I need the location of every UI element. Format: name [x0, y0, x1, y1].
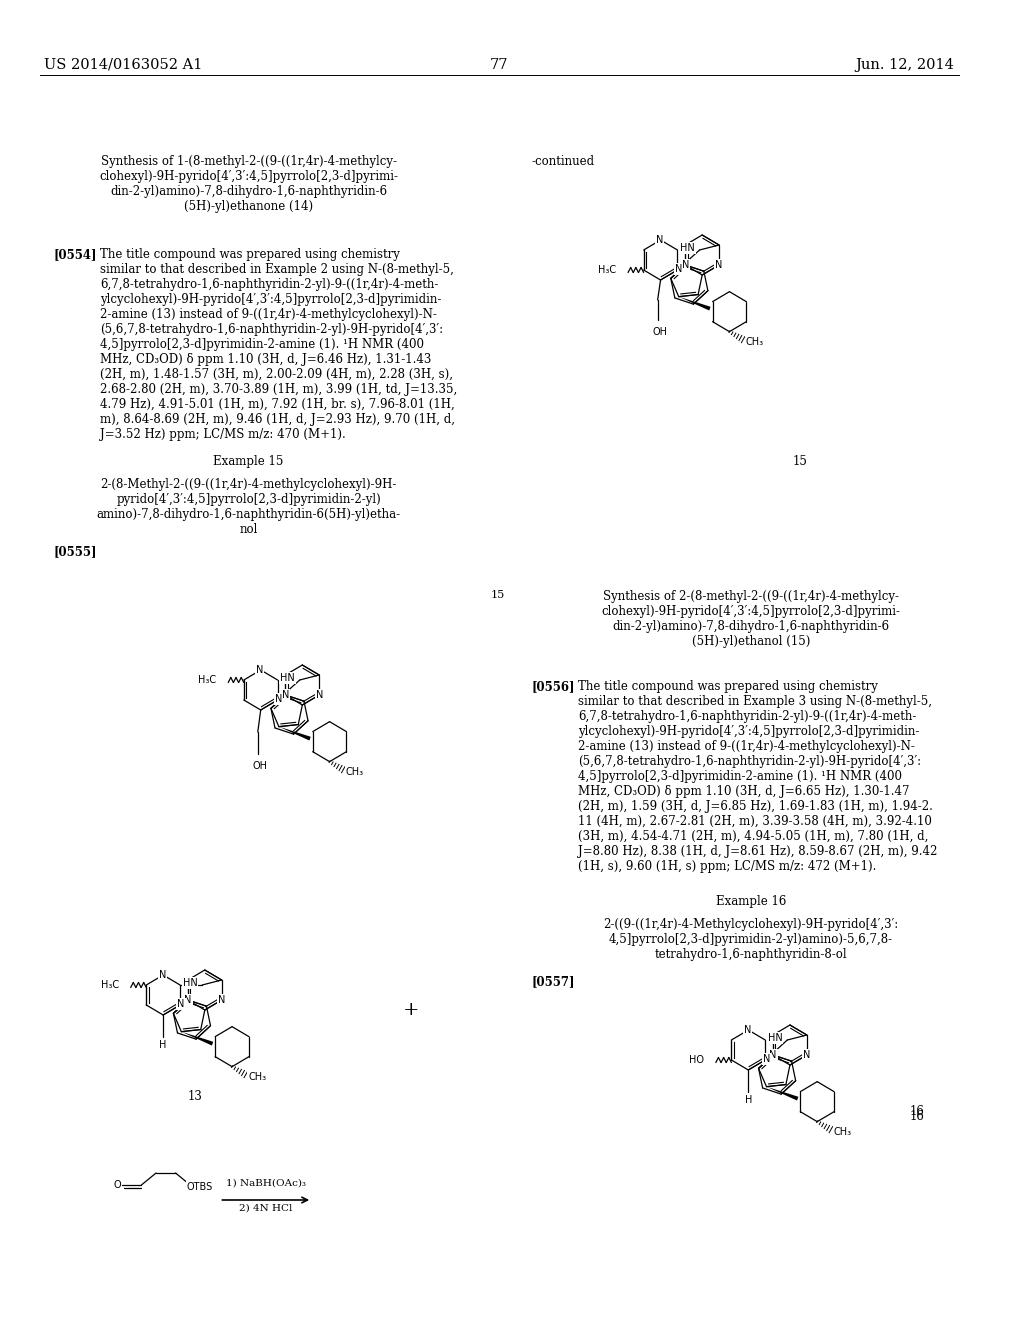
Text: 2) 4N HCl: 2) 4N HCl	[239, 1204, 293, 1213]
Text: Example 16: Example 16	[716, 895, 786, 908]
Polygon shape	[679, 297, 711, 310]
Text: HN: HN	[768, 1034, 782, 1043]
Text: OTBS: OTBS	[186, 1181, 213, 1192]
Text: N: N	[218, 995, 225, 1005]
Text: US 2014/0163052 A1: US 2014/0163052 A1	[44, 58, 203, 73]
Text: 15: 15	[793, 455, 807, 469]
Text: N: N	[282, 690, 289, 700]
Text: +: +	[403, 1001, 420, 1019]
Text: Synthesis of 1-(8-methyl-2-((9-((1r,4r)-4-methylcy-
clohexyl)-9H-pyrido[4′,3′:4,: Synthesis of 1-(8-methyl-2-((9-((1r,4r)-…	[99, 154, 398, 213]
Text: N: N	[256, 665, 263, 675]
Text: N: N	[716, 260, 723, 271]
Text: N: N	[315, 690, 323, 700]
Text: 16: 16	[909, 1110, 925, 1123]
Text: 13: 13	[187, 1090, 203, 1104]
Text: N: N	[763, 1053, 770, 1064]
Text: N: N	[769, 1049, 777, 1060]
Text: HN: HN	[182, 978, 198, 987]
Text: HN: HN	[680, 243, 694, 253]
Text: 1) NaBH(OAc)₃: 1) NaBH(OAc)₃	[225, 1179, 306, 1188]
Text: N: N	[682, 260, 689, 271]
Text: N: N	[282, 690, 289, 700]
Text: N: N	[184, 995, 191, 1005]
Text: Synthesis of 2-(8-methyl-2-((9-((1r,4r)-4-methylcy-
clohexyl)-9H-pyrido[4′,3′:4,: Synthesis of 2-(8-methyl-2-((9-((1r,4r)-…	[601, 590, 900, 648]
Text: [0554]: [0554]	[53, 248, 97, 261]
Text: 2-((9-((1r,4r)-4-Methylcyclohexyl)-9H-pyrido[4′,3′:
4,5]pyrrolo[2,3-d]pyrimidin-: 2-((9-((1r,4r)-4-Methylcyclohexyl)-9H-py…	[603, 917, 899, 961]
Text: N: N	[803, 1049, 811, 1060]
Text: [0557]: [0557]	[531, 975, 575, 987]
Text: CH₃: CH₃	[249, 1072, 266, 1081]
Text: 77: 77	[490, 58, 509, 73]
Text: N: N	[743, 1026, 751, 1035]
Text: H₃C: H₃C	[598, 265, 616, 275]
Text: [0555]: [0555]	[53, 545, 97, 558]
Text: [0556]: [0556]	[531, 680, 575, 693]
Text: H₃C: H₃C	[199, 675, 216, 685]
Text: N: N	[682, 260, 689, 271]
Text: H₃C: H₃C	[100, 979, 119, 990]
Text: Example 15: Example 15	[213, 455, 284, 469]
Text: OH: OH	[652, 327, 667, 337]
Text: N: N	[177, 999, 184, 1008]
Text: CH₃: CH₃	[346, 767, 364, 776]
Text: OH: OH	[252, 762, 267, 771]
Text: N: N	[184, 995, 191, 1005]
Text: H: H	[160, 1040, 167, 1049]
Text: HN: HN	[281, 673, 295, 682]
Text: 16: 16	[909, 1105, 925, 1118]
Text: -continued: -continued	[531, 154, 595, 168]
Text: O: O	[114, 1180, 121, 1191]
Text: N: N	[159, 970, 166, 979]
Text: HO: HO	[689, 1055, 705, 1065]
Text: N: N	[656, 235, 664, 246]
Polygon shape	[181, 1032, 213, 1045]
Text: The title compound was prepared using chemistry
similar to that described in Exa: The title compound was prepared using ch…	[579, 680, 938, 873]
Text: CH₃: CH₃	[834, 1127, 852, 1137]
Text: H: H	[744, 1096, 752, 1105]
Text: N: N	[274, 694, 283, 704]
Text: The title compound was prepared using chemistry
similar to that described in Exa: The title compound was prepared using ch…	[100, 248, 458, 441]
Polygon shape	[767, 1086, 799, 1101]
Polygon shape	[279, 726, 310, 741]
Text: Jun. 12, 2014: Jun. 12, 2014	[855, 58, 953, 73]
Text: N: N	[769, 1049, 777, 1060]
Text: N: N	[675, 264, 682, 275]
Text: 2-(8-Methyl-2-((9-((1r,4r)-4-methylcyclohexyl)-9H-
pyrido[4′,3′:4,5]pyrrolo[2,3-: 2-(8-Methyl-2-((9-((1r,4r)-4-methylcyclo…	[96, 478, 400, 536]
Text: 15: 15	[490, 590, 505, 601]
Text: CH₃: CH₃	[745, 337, 764, 347]
